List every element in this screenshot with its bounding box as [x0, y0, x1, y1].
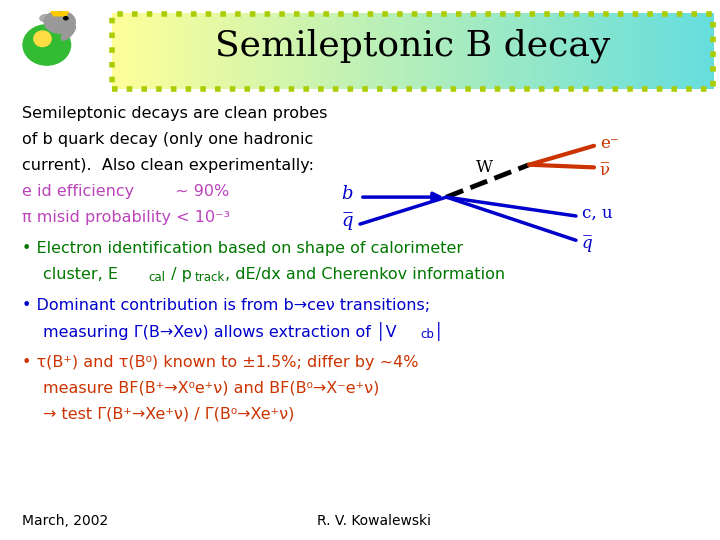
Ellipse shape [34, 31, 51, 46]
Text: q̅: q̅ [582, 234, 593, 252]
Text: cal: cal [148, 271, 166, 284]
Text: of b quark decay (only one hadronic: of b quark decay (only one hadronic [22, 132, 313, 147]
Ellipse shape [61, 25, 76, 40]
Text: / p: / p [166, 267, 192, 281]
Text: W: W [476, 159, 492, 176]
Text: ν̅: ν̅ [600, 161, 610, 179]
Text: cluster, E: cluster, E [43, 267, 118, 281]
Text: q̅: q̅ [341, 212, 353, 231]
Ellipse shape [40, 15, 54, 22]
Ellipse shape [23, 25, 71, 65]
Circle shape [44, 11, 76, 33]
Circle shape [63, 17, 68, 20]
Text: March, 2002: March, 2002 [22, 514, 108, 528]
Text: , dE/dx and Cherenkov information: , dE/dx and Cherenkov information [225, 267, 505, 281]
Text: R. V. Kowalewski: R. V. Kowalewski [318, 514, 431, 528]
Text: │: │ [434, 322, 444, 341]
Text: cb: cb [420, 328, 434, 341]
Text: • Electron identification based on shape of calorimeter: • Electron identification based on shape… [22, 241, 463, 255]
Text: b: b [341, 185, 353, 204]
Text: current).  Also clean experimentally:: current). Also clean experimentally: [22, 158, 314, 173]
Text: measuring Γ(B→Xeν) allows extraction of │V: measuring Γ(B→Xeν) allows extraction of … [43, 322, 397, 341]
Text: π misid probability < 10⁻³: π misid probability < 10⁻³ [22, 210, 230, 225]
Text: measure BF(B⁺→X⁰e⁺ν) and BF(B⁰→X⁻e⁺ν): measure BF(B⁺→X⁰e⁺ν) and BF(B⁰→X⁻e⁺ν) [43, 381, 379, 396]
Text: track: track [194, 271, 225, 284]
Text: • Dominant contribution is from b→ceν transitions;: • Dominant contribution is from b→ceν tr… [22, 298, 430, 313]
Text: → test Γ(B⁺→Xe⁺ν) / Γ(B⁰→Xe⁺ν): → test Γ(B⁺→Xe⁺ν) / Γ(B⁰→Xe⁺ν) [43, 407, 294, 422]
Text: Semileptonic decays are clean probes: Semileptonic decays are clean probes [22, 106, 327, 121]
Text: Semileptonic B decay: Semileptonic B decay [215, 29, 610, 63]
Text: c, u: c, u [582, 205, 613, 222]
Text: e id efficiency        ~ 90%: e id efficiency ~ 90% [22, 184, 229, 199]
Polygon shape [51, 10, 68, 16]
Text: e⁻: e⁻ [600, 134, 618, 152]
Text: • τ(B⁺) and τ(B⁰) known to ±1.5%; differ by ~4%: • τ(B⁺) and τ(B⁰) known to ±1.5%; differ… [22, 355, 418, 370]
Bar [112, 14, 713, 89]
